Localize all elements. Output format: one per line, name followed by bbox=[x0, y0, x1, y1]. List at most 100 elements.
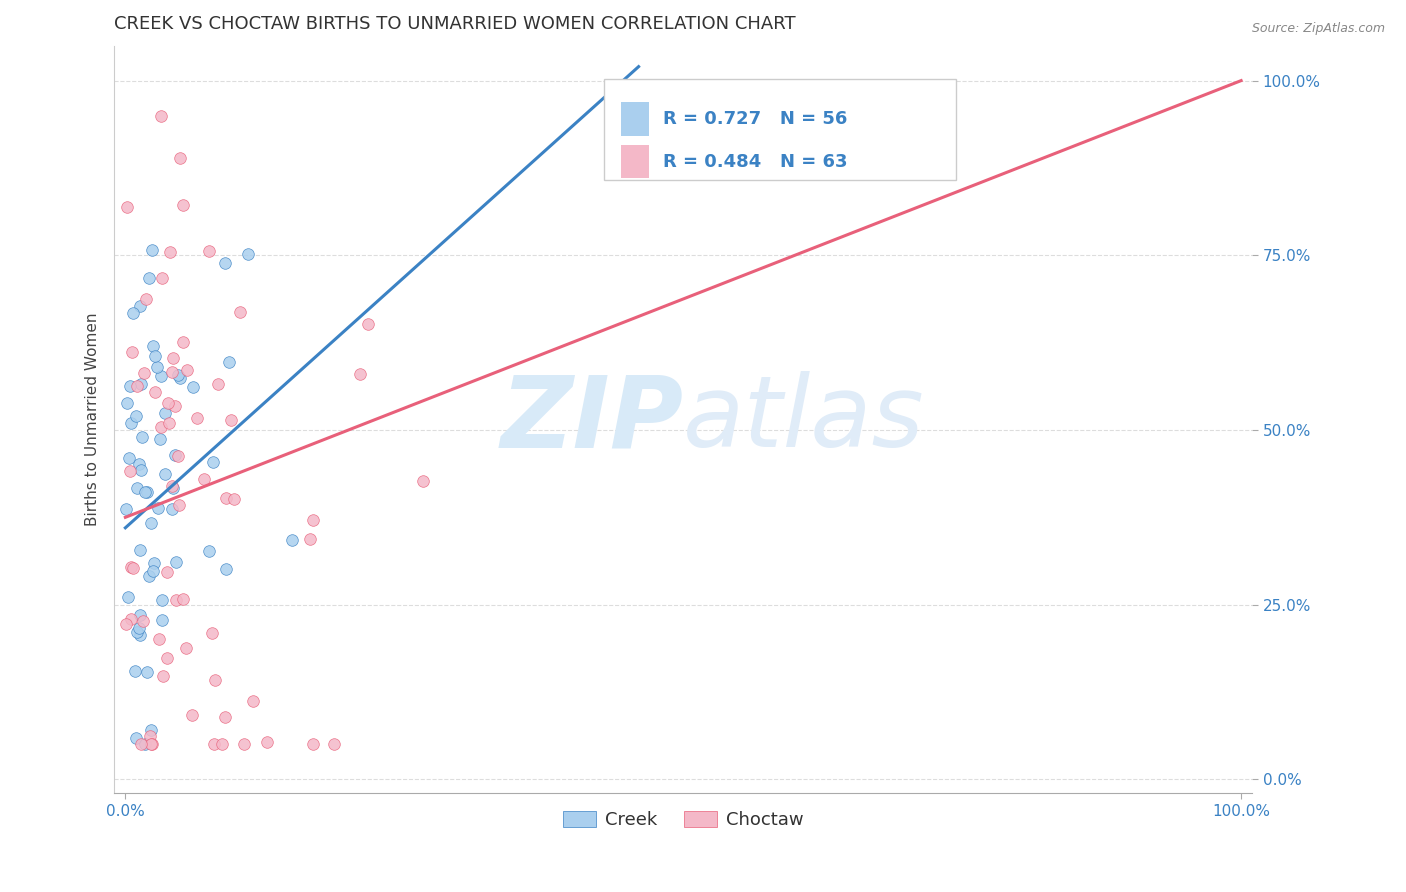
Point bbox=[115, 396, 138, 410]
Point bbox=[228, 305, 250, 319]
Point bbox=[169, 151, 191, 165]
Point bbox=[201, 625, 224, 640]
Point bbox=[202, 455, 225, 469]
Text: atlas: atlas bbox=[683, 371, 925, 468]
Point bbox=[124, 409, 146, 423]
Point bbox=[125, 482, 148, 496]
Point bbox=[118, 450, 141, 465]
Legend: Creek, Choctaw: Creek, Choctaw bbox=[555, 804, 810, 837]
Text: ZIP: ZIP bbox=[501, 371, 683, 468]
Point bbox=[165, 593, 187, 607]
Point bbox=[162, 479, 184, 493]
Point bbox=[129, 462, 152, 476]
Point bbox=[135, 292, 157, 306]
Point bbox=[125, 624, 148, 639]
Point bbox=[256, 735, 278, 749]
Point bbox=[152, 669, 174, 683]
Point bbox=[118, 379, 141, 393]
Y-axis label: Births to Unmarried Women: Births to Unmarried Women bbox=[86, 313, 100, 526]
Point bbox=[139, 738, 162, 752]
Point bbox=[128, 621, 150, 635]
Point bbox=[150, 271, 173, 285]
Point bbox=[181, 380, 204, 394]
Point bbox=[117, 590, 139, 604]
Point bbox=[172, 334, 194, 349]
Point bbox=[129, 628, 152, 642]
FancyBboxPatch shape bbox=[603, 79, 956, 180]
Point bbox=[222, 491, 245, 506]
Point bbox=[120, 559, 142, 574]
Point bbox=[157, 417, 180, 431]
Point bbox=[150, 592, 173, 607]
Point bbox=[242, 694, 264, 708]
Point bbox=[150, 369, 173, 384]
Point bbox=[165, 555, 187, 569]
Point bbox=[121, 344, 143, 359]
Point bbox=[349, 368, 371, 382]
Point bbox=[132, 367, 155, 381]
Point bbox=[115, 617, 138, 632]
Point bbox=[156, 565, 179, 579]
Point bbox=[215, 561, 238, 575]
FancyBboxPatch shape bbox=[620, 102, 650, 136]
Point bbox=[357, 317, 380, 331]
Point bbox=[281, 533, 304, 547]
Point bbox=[122, 306, 145, 320]
Point bbox=[160, 502, 183, 516]
Point bbox=[323, 738, 346, 752]
Point bbox=[155, 467, 177, 482]
Point bbox=[138, 569, 160, 583]
Point bbox=[120, 416, 142, 430]
Point bbox=[135, 484, 157, 499]
Point bbox=[149, 433, 172, 447]
Point bbox=[129, 738, 152, 752]
Point bbox=[129, 299, 152, 313]
Point bbox=[146, 360, 169, 375]
Point bbox=[169, 498, 191, 512]
Point bbox=[148, 632, 170, 647]
Point bbox=[232, 738, 254, 752]
Point bbox=[214, 709, 236, 723]
Point bbox=[150, 419, 173, 434]
Point bbox=[149, 109, 172, 123]
Point bbox=[167, 449, 190, 463]
Point bbox=[215, 491, 238, 505]
Point bbox=[238, 246, 260, 260]
Point bbox=[198, 244, 221, 259]
Point bbox=[169, 371, 191, 385]
Point bbox=[412, 474, 434, 488]
Point bbox=[153, 405, 176, 419]
Point bbox=[122, 560, 145, 574]
Point bbox=[218, 355, 240, 369]
Point bbox=[204, 673, 226, 688]
Point bbox=[202, 738, 225, 752]
Text: CREEK VS CHOCTAW BIRTHS TO UNMARRIED WOMEN CORRELATION CHART: CREEK VS CHOCTAW BIRTHS TO UNMARRIED WOM… bbox=[114, 15, 796, 33]
Point bbox=[163, 399, 186, 413]
Point bbox=[167, 368, 190, 382]
Point bbox=[150, 613, 173, 627]
Point bbox=[172, 592, 194, 607]
Point bbox=[142, 564, 165, 578]
Point bbox=[128, 457, 150, 471]
Point bbox=[211, 738, 233, 752]
Point bbox=[131, 430, 153, 444]
Point bbox=[138, 271, 160, 285]
Point bbox=[141, 243, 163, 257]
Point bbox=[157, 396, 180, 410]
Point bbox=[120, 612, 142, 626]
Point bbox=[172, 197, 194, 211]
Point bbox=[176, 363, 198, 377]
Point bbox=[142, 339, 165, 353]
Point bbox=[115, 501, 138, 516]
Point bbox=[193, 472, 215, 486]
Point bbox=[162, 351, 184, 365]
Point bbox=[180, 708, 202, 723]
Point bbox=[125, 378, 148, 392]
Point bbox=[134, 485, 156, 500]
Point bbox=[118, 464, 141, 478]
Point bbox=[139, 729, 162, 743]
Point bbox=[134, 738, 156, 752]
Point bbox=[129, 608, 152, 623]
Point bbox=[156, 651, 179, 665]
Point bbox=[162, 481, 184, 495]
